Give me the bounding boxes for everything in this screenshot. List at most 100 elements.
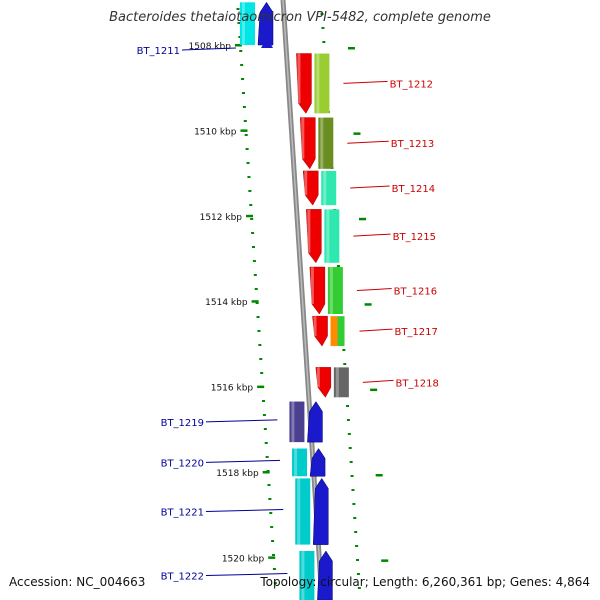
gene-arrow-BT_1211-tail [261,38,273,48]
cog-block-BT_1221 [295,478,311,545]
ruler-ticks: 1508 kbp 1510 kbp 1512 kbp 1514 kbp 1516 kbp… [189,42,389,564]
genes-count-value: 4,864 [555,575,590,589]
gene-label-leader [353,233,391,237]
gene-labels: BT_1211 BT_1212 BT_1213 BT_1214 BT_1215 BT_12… [137,46,439,583]
right-track-dot [356,573,360,575]
left-track-dot [246,162,250,164]
cog-block-BT_1214 [321,170,337,206]
cog-block-shine [320,117,324,169]
gene-arrow-BT_1218 [315,367,332,398]
gene-features [240,1,349,600]
accession-label: Accession: [9,575,73,589]
gene-arrow-BT_1212 [296,53,312,114]
gene-arrow-BT_1213 [300,117,316,170]
left-track-dot [254,288,258,290]
left-track-dot [241,78,245,80]
left-track-dot [257,330,261,332]
cog-block-shine [329,267,333,315]
gene-label-leader [356,288,392,292]
cog-block-BT_1217 [330,316,338,347]
gene-label-leader [362,379,394,383]
right-tick-mark [359,217,367,221]
cog-block-BT_1213 [318,117,334,169]
ruler-tick-mark [262,471,270,474]
cog-block-BT_1215 [324,209,340,263]
gene-arrow-BT_1214 [302,170,319,206]
gene-arrow-BT_1211 [257,1,274,46]
right-track-dot [336,265,340,267]
ruler-tick-mark [240,129,248,132]
gene-label-leader [205,573,288,577]
left-track-dot [239,50,243,52]
right-track-dot [354,531,358,533]
gene-label-BT_1218: BT_1218 [395,378,438,389]
gene-arrow-BT_1222 [317,550,333,600]
left-track-dot [250,218,254,220]
ruler-tick-mark [234,44,242,47]
topology-value: circular [320,575,365,589]
right-track-dot [343,363,347,365]
right-tick-mark [381,559,389,562]
left-track-dot [253,274,257,276]
gene-label-BT_1221: BT_1221 [161,507,204,518]
genome-stats: Topology: circular; Length: 6,260,361 bp… [260,575,590,589]
gene-label-BT_1211: BT_1211 [137,46,180,57]
right-track-dot [349,461,353,463]
gene-arrow-BT_1220 [309,448,326,477]
right-tick-mark [353,132,361,135]
topology-label: Topology: [260,575,317,589]
cog-block-BT_1217-b [337,316,345,347]
ruler-tick-mark [251,300,259,303]
gene-label-BT_1215: BT_1215 [393,232,436,243]
right-tick-mark [375,474,383,477]
right-track-dot [352,503,356,505]
gene-arrow-shine [301,117,305,159]
right-track-dot [356,559,360,561]
cog-block-BT_1216 [327,267,343,315]
gene-label-leader [205,508,284,512]
right-track-dot [321,27,325,29]
ruler-tick-mark [257,385,265,389]
cog-block-BT_1218 [333,367,349,398]
gene-arrow-shine [307,209,311,253]
ruler-tick-mark [268,556,276,559]
gene-label-BT_1214: BT_1214 [392,184,435,195]
ruler-tick-label: 1508 kbp [189,42,232,52]
ruler-tick-label: 1516 kbp [211,384,254,394]
left-track-dot [244,134,248,136]
left-track-dot [238,36,242,38]
left-track-dot [260,372,264,374]
left-track-dot [267,484,271,486]
right-track-dot [350,475,354,477]
cog-block-shine [335,367,339,398]
left-track-dot [241,92,245,94]
ruler-tick-label: 1520 kbp [222,554,265,564]
ruler-tick-mark [246,214,254,218]
gene-arrow-shine [310,267,314,305]
left-track-dot [264,442,268,444]
gene-label-leader [181,47,237,51]
left-track-dot [245,148,249,150]
gene-arrow-BT_1219 [307,401,323,443]
left-track-dot [237,22,241,24]
cog-block-shine [294,448,298,477]
left-track-dot [270,526,274,528]
left-track-dot [256,316,260,318]
left-track-dot [251,246,255,248]
left-track-dot [243,120,247,122]
left-track-dot [252,260,256,262]
ruler-tick-label: 1512 kbp [200,213,243,223]
right-track-dot [346,405,349,407]
cog-block-BT_1220 [292,448,308,477]
accession-text: Accession: NC_004663 [9,575,145,589]
gene-label-leader [359,328,393,332]
left-track-dot [262,414,266,416]
left-track-dot [242,106,246,108]
left-track-dot [269,512,273,514]
right-track-dot [320,13,324,15]
gene-arrow-BT_1216 [309,266,326,315]
cog-block-shine [326,209,330,263]
gene-label-BT_1213: BT_1213 [391,139,434,150]
left-track-dot [236,8,240,10]
map-title: Bacteroides thetaiotaomicron VPI-5482, c… [109,10,491,25]
